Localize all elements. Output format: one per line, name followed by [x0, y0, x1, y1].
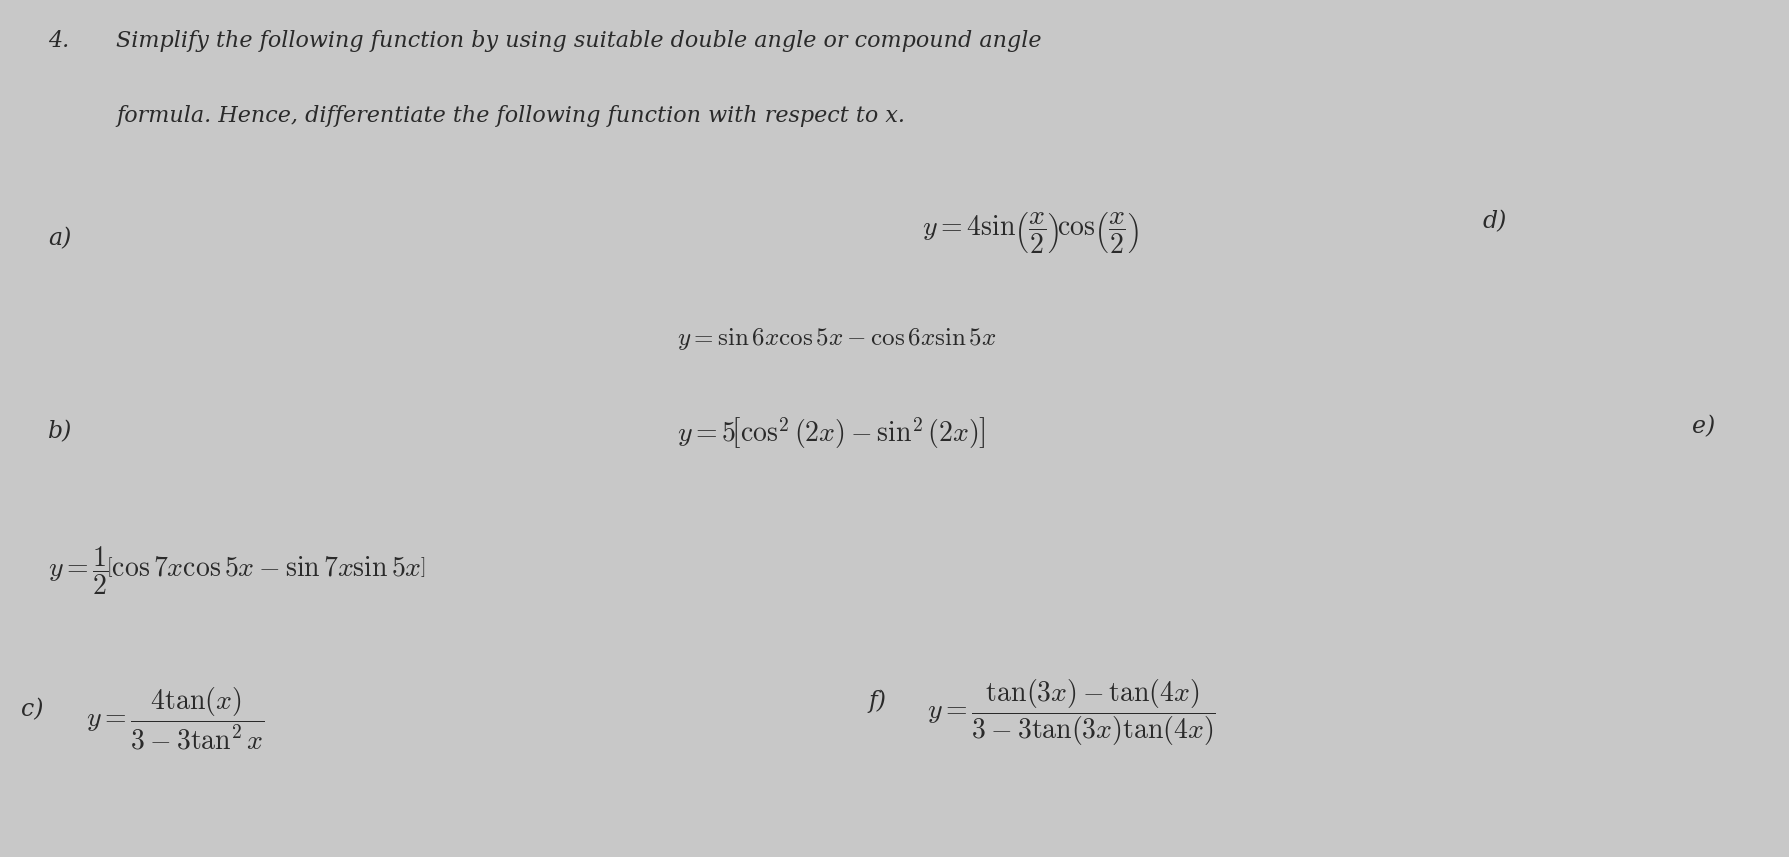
Text: b): b)	[48, 420, 73, 443]
Text: formula. Hence, differentiate the following function with respect to x.: formula. Hence, differentiate the follow…	[116, 105, 905, 127]
Text: $y = \dfrac{1}{2}\!\left[\cos 7x\cos 5x - \sin 7x\sin 5x\right]$: $y = \dfrac{1}{2}\!\left[\cos 7x\cos 5x …	[48, 544, 426, 596]
Text: d): d)	[1481, 210, 1506, 233]
Text: $y = 5\!\left[\cos^2(2x) - \sin^2(2x)\right]$: $y = 5\!\left[\cos^2(2x) - \sin^2(2x)\ri…	[676, 416, 986, 452]
Text: 4.: 4.	[48, 30, 70, 52]
Text: $y = \sin 6x\cos 5x - \cos 6x\sin 5x$: $y = \sin 6x\cos 5x - \cos 6x\sin 5x$	[676, 326, 995, 351]
Text: $y = 4\sin\!\left(\dfrac{x}{2}\right)\!\cos\!\left(\dfrac{x}{2}\right)$: $y = 4\sin\!\left(\dfrac{x}{2}\right)\!\…	[921, 210, 1138, 255]
Text: c): c)	[21, 698, 45, 722]
Text: f): f)	[868, 690, 886, 713]
Text: e): e)	[1691, 416, 1714, 439]
Text: $y = \dfrac{4\tan(x)}{3 - 3\tan^2 x}$: $y = \dfrac{4\tan(x)}{3 - 3\tan^2 x}$	[86, 686, 265, 752]
Text: a): a)	[48, 227, 72, 250]
Text: Simplify the following function by using suitable double angle or compound angle: Simplify the following function by using…	[116, 30, 1041, 52]
Text: $y = \dfrac{\tan(3x) - \tan(4x)}{3 - 3\tan(3x)\tan(4x)}$: $y = \dfrac{\tan(3x) - \tan(4x)}{3 - 3\t…	[927, 677, 1215, 747]
